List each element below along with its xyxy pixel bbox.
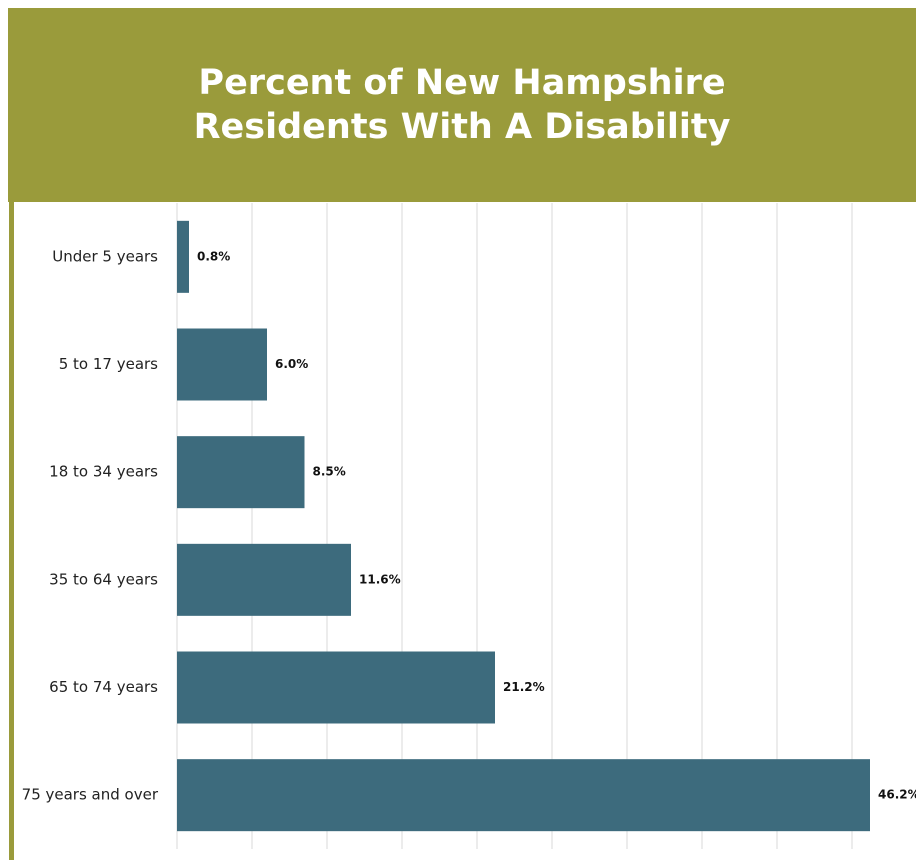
- y-tick-label: 5 to 17 years: [59, 355, 158, 373]
- bar: [177, 759, 870, 832]
- bar: [177, 220, 189, 293]
- y-tick-label: Under 5 years: [52, 247, 158, 265]
- data-label: 6.0%: [275, 357, 308, 371]
- data-label: 8.5%: [313, 465, 346, 479]
- data-label: 11.6%: [359, 572, 401, 586]
- data-label: 21.2%: [503, 680, 545, 694]
- bar: [177, 328, 267, 401]
- y-tick-label: 75 years and over: [22, 786, 159, 804]
- y-tick-label: 65 to 74 years: [49, 678, 158, 696]
- bar: [177, 651, 495, 724]
- y-tick-label: 35 to 64 years: [49, 570, 158, 588]
- data-label: 0.8%: [197, 249, 230, 263]
- chart-title: Percent of New Hampshire Residents With …: [193, 63, 731, 147]
- bar: [177, 543, 351, 616]
- data-label: 46.2%: [878, 788, 916, 802]
- header: Percent of New Hampshire Residents With …: [8, 8, 916, 202]
- left-border: [9, 202, 14, 860]
- bar: [177, 436, 305, 509]
- y-tick-label: 18 to 34 years: [49, 463, 158, 481]
